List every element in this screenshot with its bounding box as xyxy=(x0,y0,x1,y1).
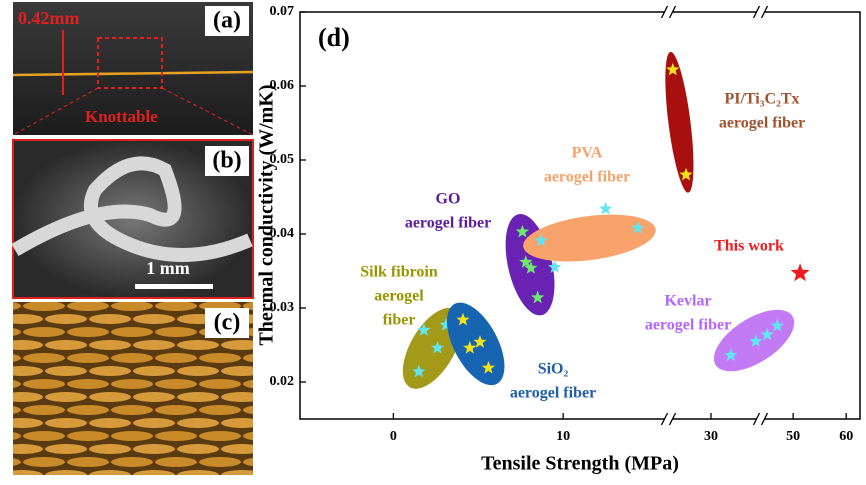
star-point xyxy=(631,221,645,234)
series-label: PVA xyxy=(572,145,603,162)
x-tick-label: 0 xyxy=(390,429,397,444)
star-point xyxy=(456,312,470,326)
series-label: Kevlar xyxy=(664,293,711,310)
panel-label: (b) xyxy=(212,148,241,174)
series-label: aerogel fiber xyxy=(510,385,596,402)
scale-label: 1 mm xyxy=(146,258,190,278)
star-point xyxy=(473,335,487,348)
star-point xyxy=(524,261,538,274)
y-tick-label: 0.06 xyxy=(270,78,295,93)
axis-break xyxy=(760,5,769,19)
star-point xyxy=(481,360,496,374)
star-point xyxy=(463,341,477,354)
x-tick-label: 10 xyxy=(556,429,570,444)
panel-label: (a) xyxy=(213,8,241,34)
axis-break-gap xyxy=(756,416,765,422)
star-point xyxy=(412,364,426,378)
star-point xyxy=(724,348,738,361)
star-point xyxy=(534,233,548,247)
series-label: aerogel fiber xyxy=(544,169,630,186)
series-label: fiber xyxy=(383,312,416,329)
dimension: 0.42mm xyxy=(18,8,80,28)
series-label: aerogel xyxy=(374,288,424,305)
series-label: PI/Ti₃C₂Tx xyxy=(724,91,799,108)
group-ellipse xyxy=(665,51,694,193)
axis-break xyxy=(660,5,669,19)
star-point xyxy=(439,318,453,331)
star-point xyxy=(679,167,693,181)
panel-b: (b) 1 mm xyxy=(11,139,254,299)
series-label: This work xyxy=(714,238,784,255)
axis-break xyxy=(668,5,677,19)
y-tick-label: 0.07 xyxy=(270,4,295,19)
y-axis-label: Thermal conductivity (W/mK) xyxy=(256,84,278,345)
label-box xyxy=(205,6,249,36)
label-box xyxy=(205,308,249,338)
axis-break xyxy=(668,412,677,426)
axis-break xyxy=(752,5,761,19)
axis-break-gap xyxy=(664,416,673,422)
star-point xyxy=(749,334,763,347)
star-point xyxy=(770,318,784,332)
scale-bar xyxy=(135,284,213,289)
star-point xyxy=(519,255,533,268)
y-tick-label: 0.03 xyxy=(270,300,295,315)
panel-a: 0.42mm Knottable (a) xyxy=(12,2,254,136)
star-point xyxy=(515,224,530,238)
y-tick-label: 0.04 xyxy=(270,226,295,241)
y-tick-label: 0.02 xyxy=(270,374,295,389)
axis-break xyxy=(660,412,669,426)
axis-break xyxy=(752,412,761,426)
x-tick-label: 50 xyxy=(786,429,800,444)
x-axis-label: Tensile Strength (MPa) xyxy=(481,453,679,475)
series-label: SiO₂ xyxy=(538,361,569,378)
knot xyxy=(11,156,253,262)
caption: Knottable xyxy=(85,107,158,126)
axis-break-gap xyxy=(664,9,673,15)
star-point xyxy=(760,327,774,341)
label-box xyxy=(205,146,249,176)
star-point xyxy=(666,62,680,76)
zoom-box xyxy=(97,37,163,89)
series-label: aerogel fiber xyxy=(405,215,491,232)
axis-break-gap xyxy=(756,9,765,15)
zoom-line xyxy=(161,87,254,136)
panel-c: (c) xyxy=(13,302,253,475)
plot-frame xyxy=(299,11,861,420)
group-ellipse xyxy=(523,214,656,262)
y-tick-label: 0.05 xyxy=(270,152,295,167)
star-point xyxy=(430,341,445,354)
x-tick-label: 30 xyxy=(704,429,718,444)
fiber xyxy=(12,70,254,77)
series-label: Silk fibroin xyxy=(360,264,438,281)
star-point xyxy=(598,201,613,215)
star-point xyxy=(790,263,810,282)
series-label: aerogel fiber xyxy=(645,317,731,334)
star-point xyxy=(531,290,545,304)
series-label: GO xyxy=(436,191,461,208)
panel-label: (d) xyxy=(318,23,350,52)
panel-label: (c) xyxy=(214,310,241,336)
x-tick-label: 60 xyxy=(839,429,853,444)
panel-d: (d) Tensile Strength (MPa) Thermal condu… xyxy=(256,11,861,475)
star-point xyxy=(417,323,431,336)
star-point xyxy=(548,260,562,273)
axis-break xyxy=(760,412,769,426)
series-label: aerogel fiber xyxy=(719,115,805,132)
zoom-line xyxy=(12,87,99,136)
